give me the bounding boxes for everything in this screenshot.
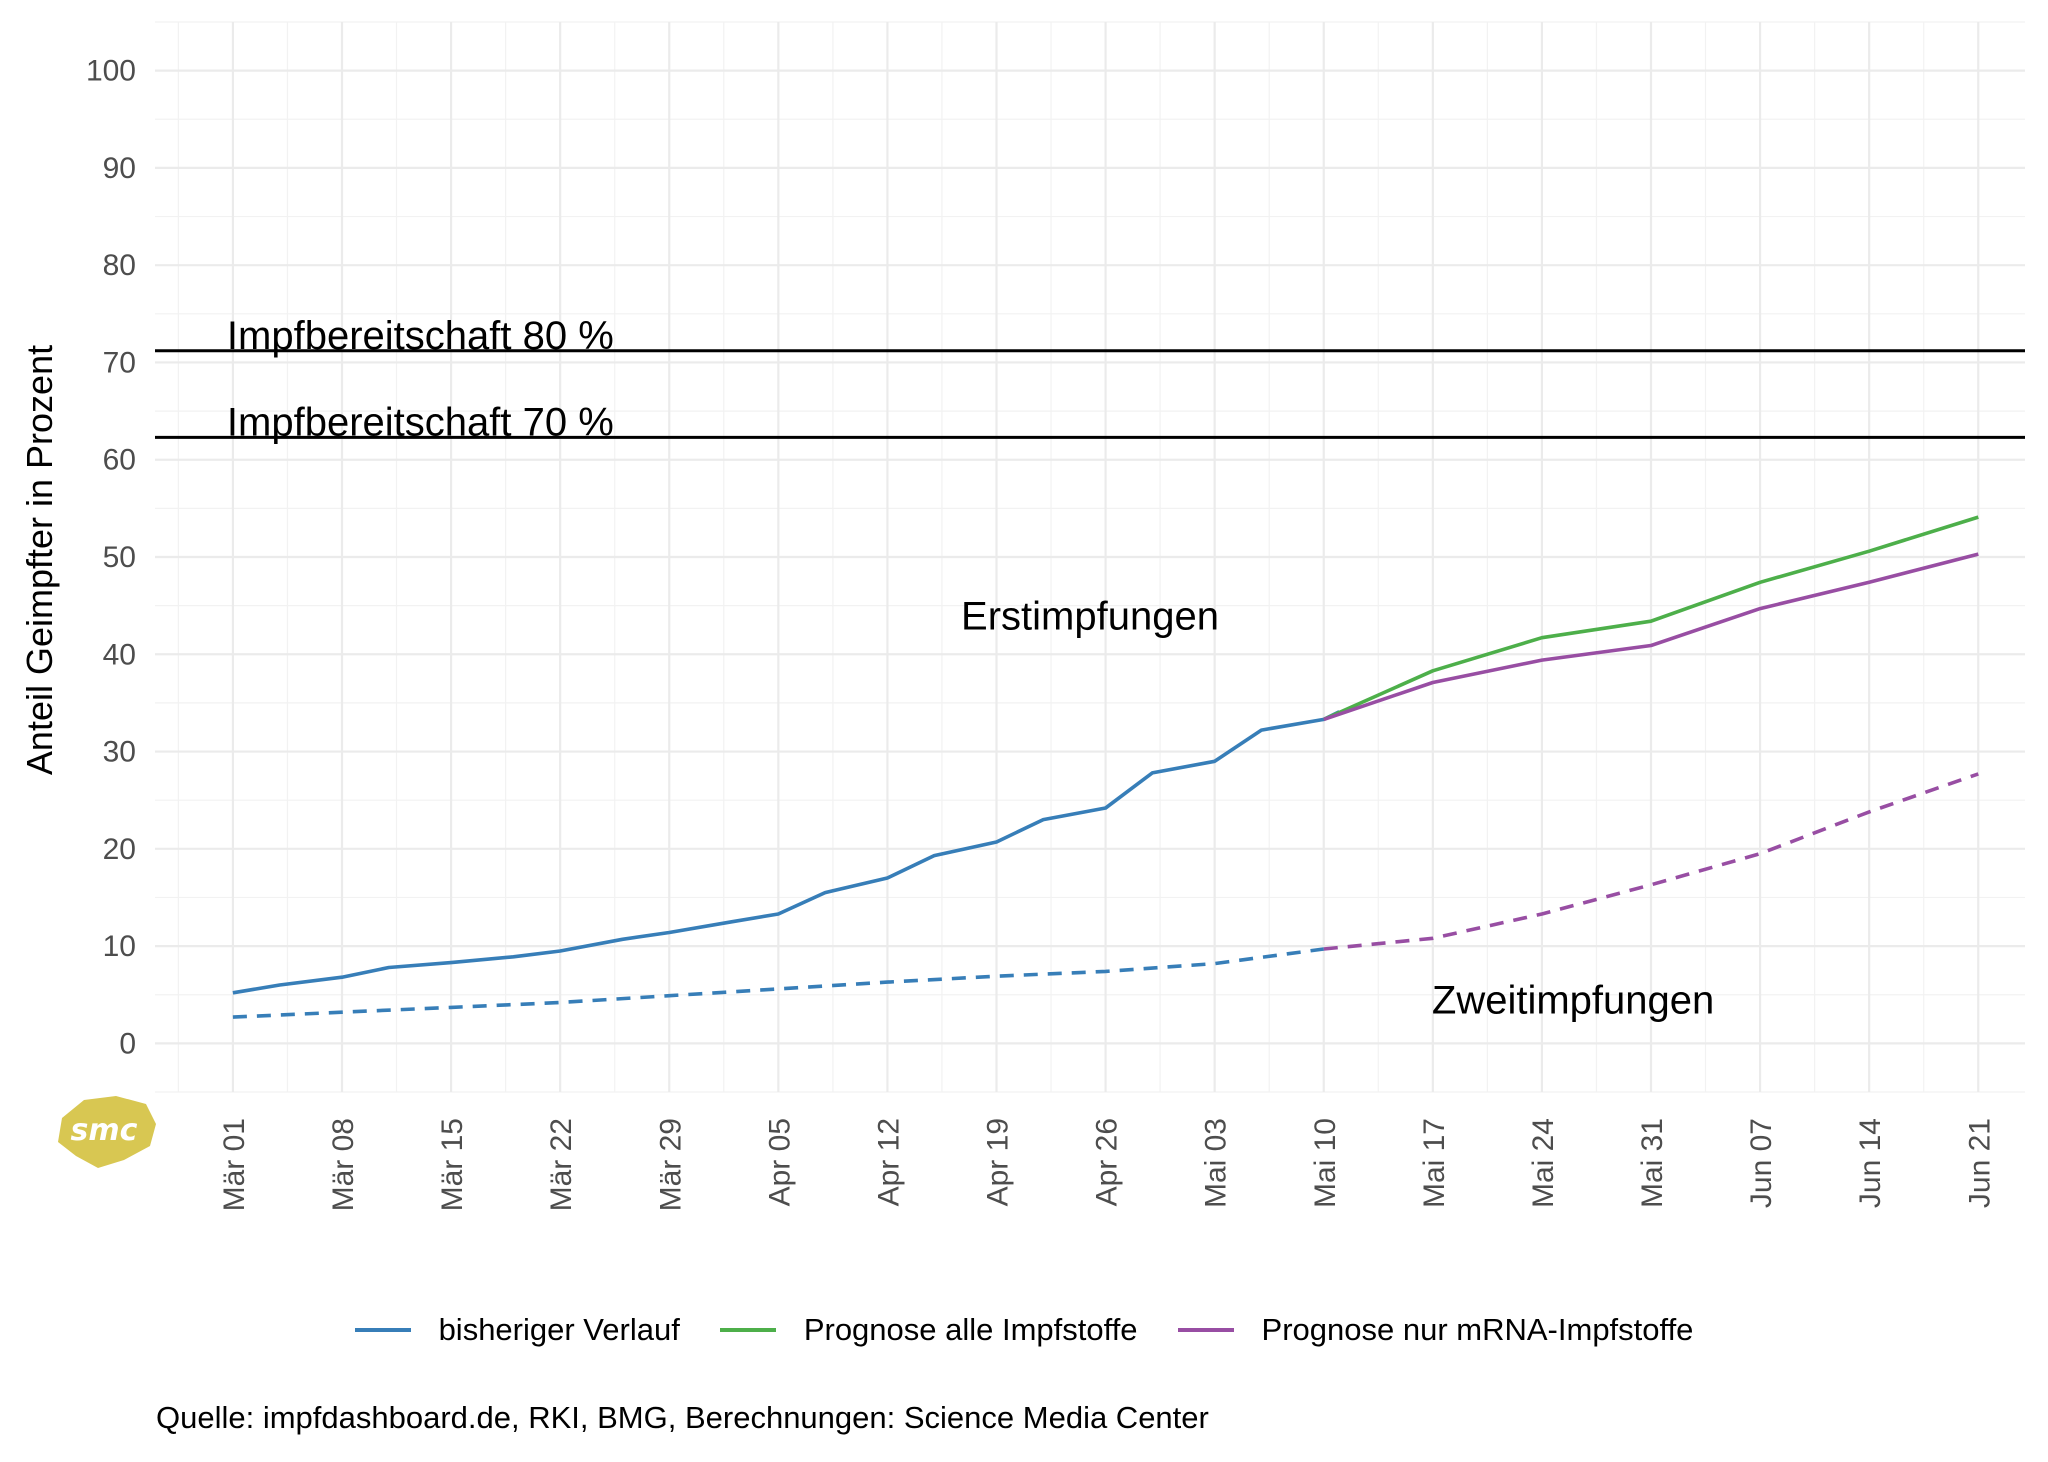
legend-key-blue [354, 1328, 411, 1332]
chart-annotations: Erstimpfungen Zweitimpfungen [961, 594, 1714, 1022]
source-caption: Quelle: impfdashboard.de, RKI, BMG, Bere… [156, 1400, 1209, 1435]
y-tick-label: 60 [103, 444, 136, 477]
x-tick-label: Mär 15 [436, 1118, 469, 1211]
reference-lines: Impfbereitschaft 80 % Impfbereitschaft 70… [155, 314, 2025, 444]
x-tick-label: Apr 12 [872, 1118, 905, 1206]
y-tick-label: 20 [103, 833, 136, 866]
y-tick-label: 50 [103, 541, 136, 574]
x-tick-label: Mai 17 [1418, 1118, 1451, 1208]
x-tick-label: Mär 22 [545, 1118, 578, 1211]
annotation-label: Zweitimpfungen [1432, 979, 1714, 1023]
x-tick-label: Mai 24 [1527, 1118, 1560, 1208]
legend-label: Prognose alle Impfstoffe [803, 1312, 1138, 1347]
y-tick-label: 10 [103, 930, 136, 963]
series-line-prognose-nur-mrna-impfstoffe-solid [1323, 552, 1979, 722]
y-tick-label: 70 [103, 346, 136, 379]
y-tick-label: 80 [103, 249, 136, 282]
legend-item-prognose-alle: Prognose alle Impfstoffe [719, 1312, 1138, 1348]
legend-item-bisheriger-verlauf: bisheriger Verlauf [354, 1312, 680, 1348]
x-tick-label: Jun 07 [1745, 1118, 1778, 1208]
legend-key-purple [1177, 1328, 1234, 1332]
x-tick-label: Mär 08 [327, 1118, 360, 1211]
y-tick-label: 0 [119, 1027, 136, 1060]
line-chart: 0 10 20 30 40 50 60 70 80 90 100 Mär 01 Mär 08 Mär 1… [19, 21, 2025, 1211]
x-tick-label: Mai 03 [1200, 1118, 1233, 1208]
smc-logo-shape [58, 1096, 156, 1168]
legend-key-green [719, 1328, 776, 1332]
x-tick-label: Apr 26 [1091, 1118, 1124, 1206]
y-axis-ticks: 0 10 20 30 40 50 60 70 80 90 100 [86, 55, 136, 1061]
reference-line-label: Impfbereitschaft 80 % [227, 314, 614, 358]
series-lines [232, 515, 1979, 1019]
y-tick-label: 40 [103, 638, 136, 671]
x-tick-label: Apr 05 [763, 1118, 796, 1206]
x-tick-label: Apr 19 [982, 1118, 1015, 1206]
y-axis-label: Anteil Geimpfter in Prozent [19, 345, 60, 775]
major-gridlines [155, 22, 2025, 1092]
legend-item-prognose-mrna: Prognose nur mRNA-Impfstoffe [1177, 1312, 1694, 1348]
y-tick-label: 30 [103, 736, 136, 769]
reference-line-label: Impfbereitschaft 70 % [227, 400, 614, 444]
x-tick-label: Mai 31 [1636, 1118, 1669, 1208]
x-tick-label: Jun 14 [1854, 1118, 1887, 1208]
chart-legend: bisheriger Verlauf Prognose alle Impfsto… [0, 1300, 2048, 1360]
y-tick-label: 90 [103, 152, 136, 185]
x-tick-label: Mai 10 [1309, 1118, 1342, 1208]
x-tick-label: Mär 01 [218, 1118, 251, 1211]
smc-logo-text: smc [71, 1113, 138, 1148]
smc-logo: smc [58, 1096, 156, 1168]
legend-label: bisheriger Verlauf [438, 1312, 680, 1347]
x-tick-label: Jun 21 [1963, 1118, 1996, 1208]
series-line-bisheriger-verlauf-solid [232, 710, 1341, 995]
annotation-label: Erstimpfungen [961, 594, 1219, 638]
x-axis-ticks: Mär 01 Mär 08 Mär 15 Mär 22 Mär 29 Apr 05 Apr … [218, 1118, 1996, 1211]
series-line-prognose-nur-mrna-impfstoffe-dashed [1323, 772, 1979, 951]
legend-label: Prognose nur mRNA-Impfstoffe [1261, 1312, 1694, 1347]
y-tick-label: 100 [86, 55, 136, 88]
x-tick-label: Mär 29 [654, 1118, 687, 1211]
series-line-prognose-alle-impfstoffe-solid [1323, 515, 1979, 722]
